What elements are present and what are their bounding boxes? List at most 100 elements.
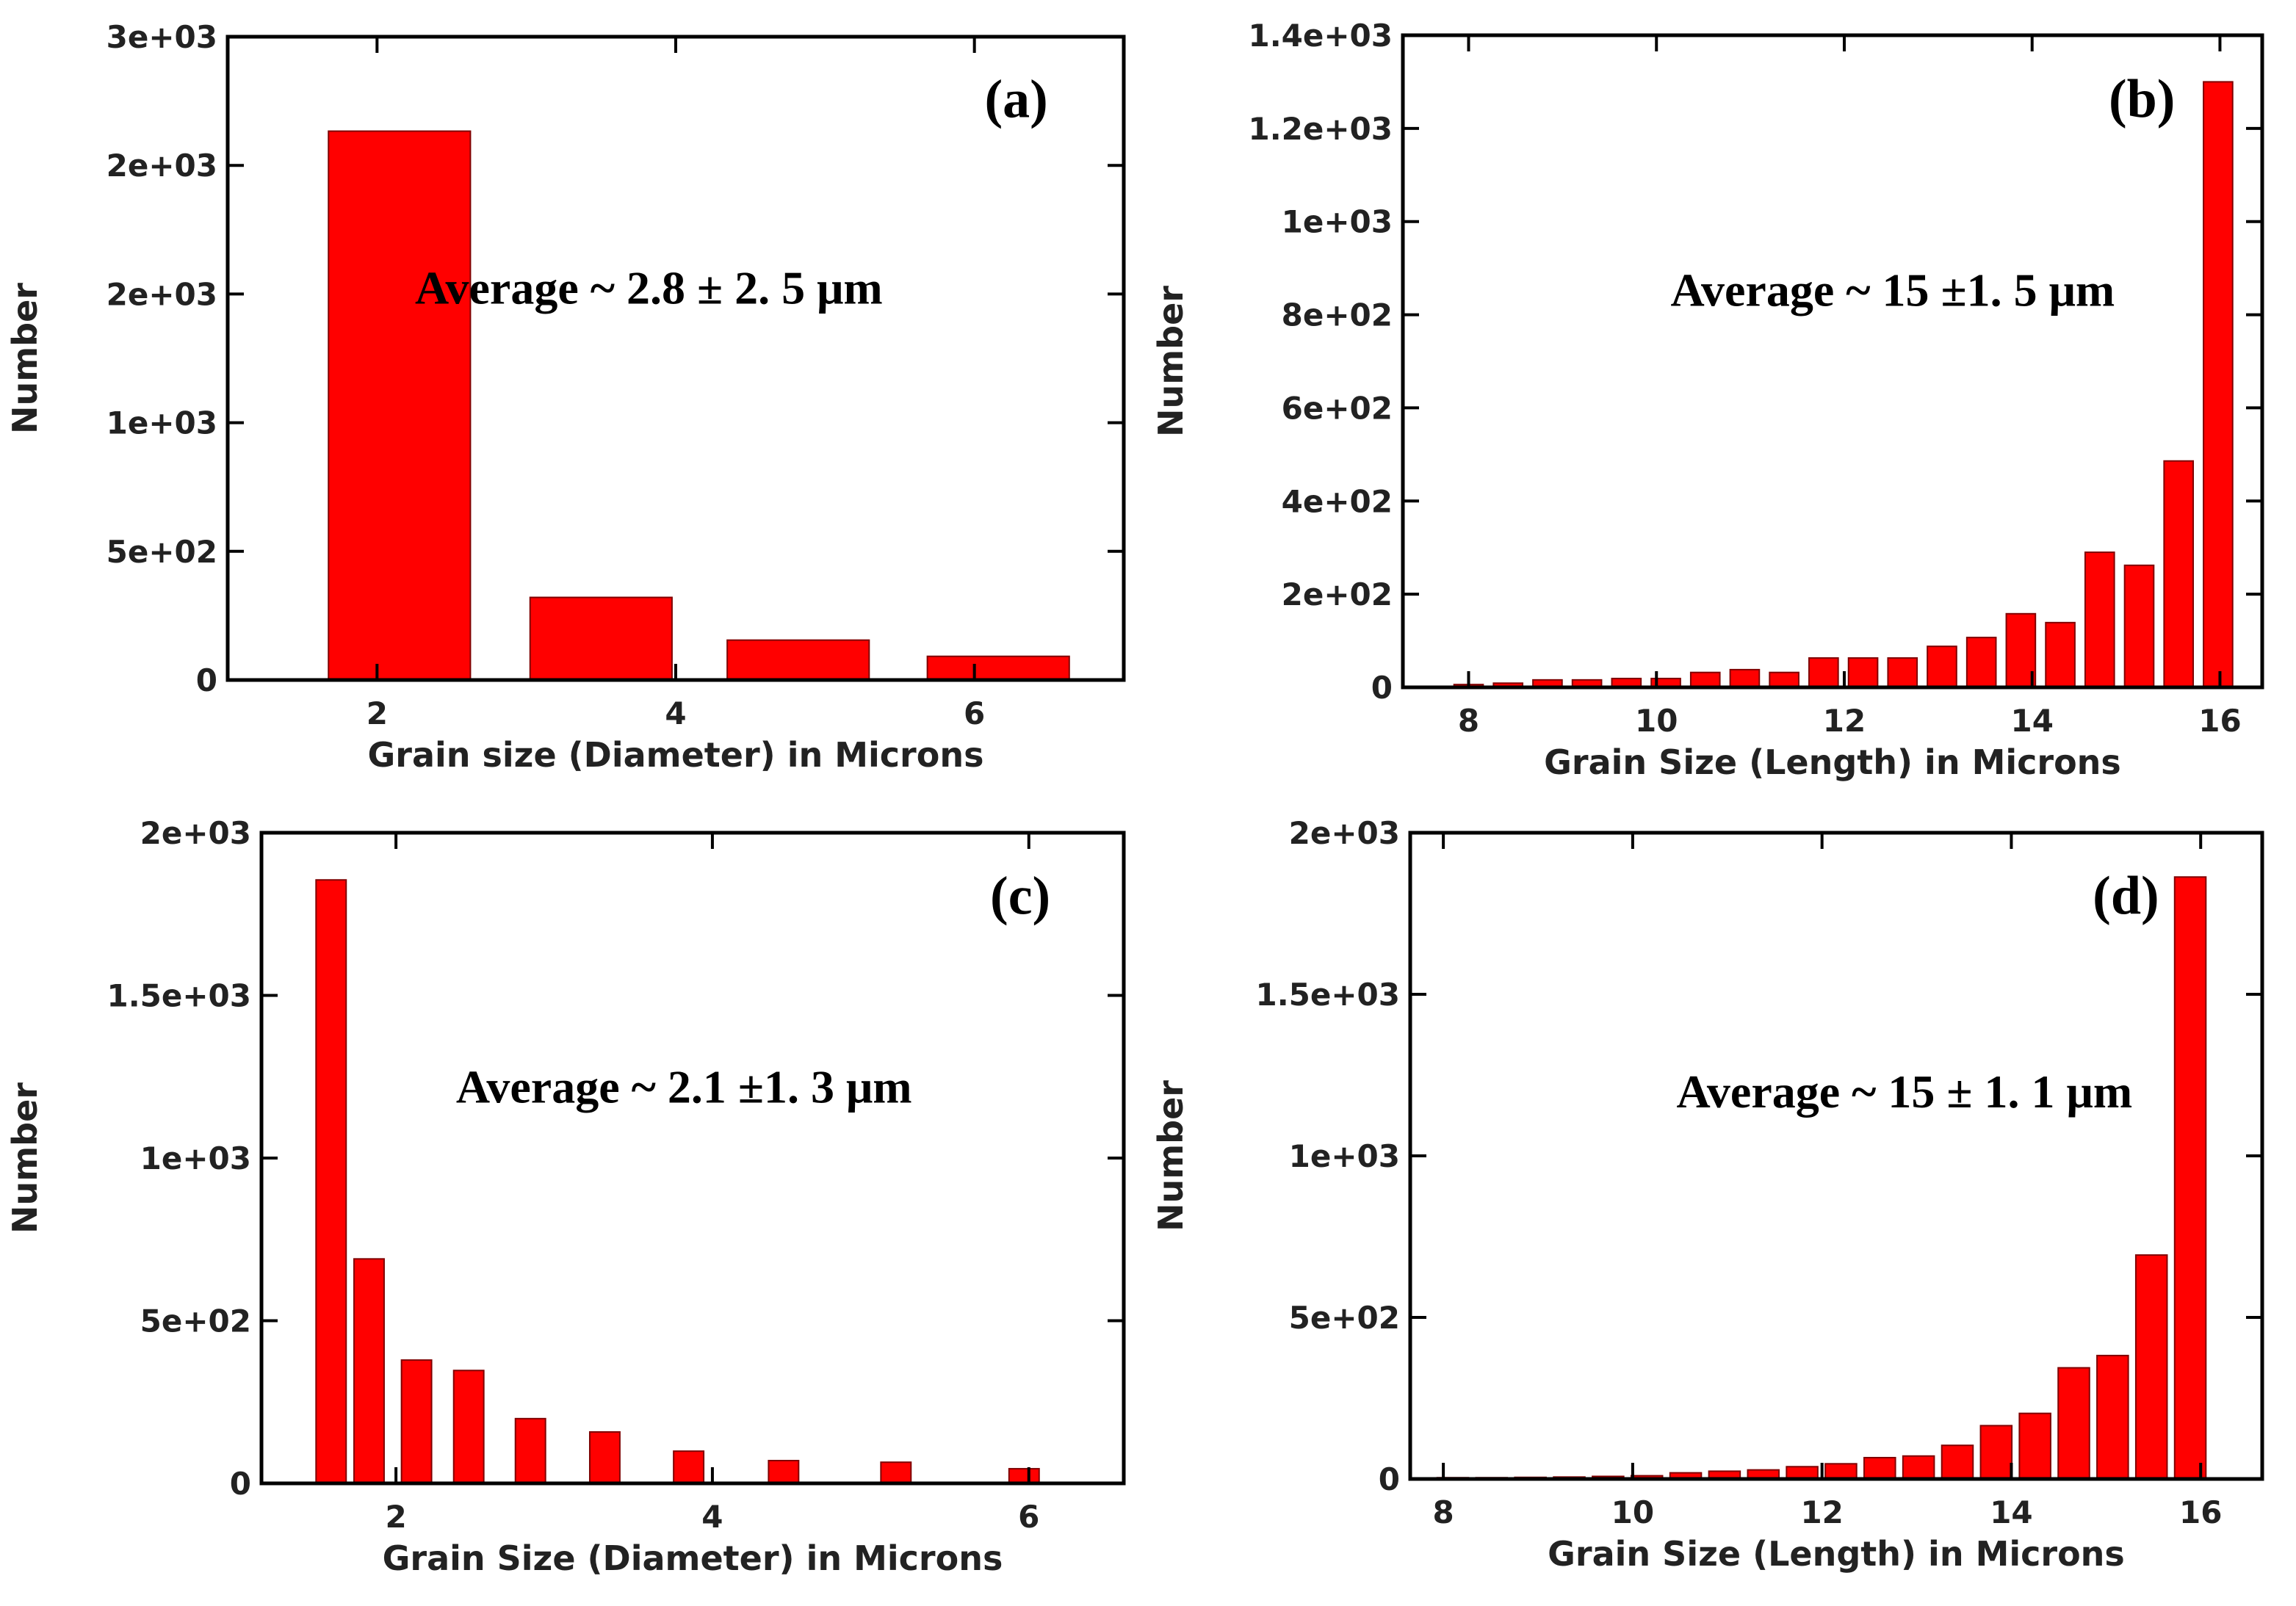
bar (1847, 657, 1879, 688)
y-axis-label: Number (1151, 286, 1191, 437)
bar (2096, 1354, 2129, 1480)
y-tick-label: 1e+03 (1282, 204, 1393, 240)
y-axis-label: Number (5, 1082, 45, 1234)
bar (1927, 645, 1957, 689)
bar (315, 879, 347, 1484)
bar (1863, 1456, 1896, 1480)
bar (2057, 1367, 2090, 1480)
bar (1008, 1468, 1040, 1484)
x-tick-label: 12 (1800, 1494, 1843, 1530)
x-tick-label: 8 (1432, 1494, 1454, 1530)
bar (588, 1431, 621, 1484)
x-tick-label: 2 (385, 1499, 406, 1535)
annotation: Average ~ 15 ± 1. 1 μm (1676, 1066, 2132, 1118)
x-tick-label: 14 (1990, 1494, 2032, 1530)
y-tick-label: 6e+02 (1282, 390, 1393, 426)
bar (726, 639, 870, 681)
y-tick-label: 0 (1371, 670, 1393, 706)
x-axis-label: Grain size (Diameter) in Microns (368, 735, 984, 775)
y-axis-label: Number (1151, 1080, 1191, 1231)
y-tick-label: 2e+02 (1282, 576, 1393, 612)
y-tick-label: 1e+03 (1289, 1138, 1400, 1174)
bar (880, 1461, 912, 1484)
x-tick-label: 4 (665, 695, 686, 731)
bar (1979, 1425, 2013, 1480)
y-tick-label: 0 (1379, 1461, 1400, 1497)
x-tick-label: 14 (2010, 703, 2053, 739)
y-tick-label: 1.5e+03 (1255, 977, 1400, 1013)
y-tick-label: 0 (196, 662, 217, 698)
annotation: Average ~ 2.1 ±1. 3 μm (456, 1061, 912, 1113)
y-tick-label: 3e+03 (107, 19, 217, 55)
bar (1786, 1466, 1819, 1480)
panel-label: (d) (2093, 866, 2159, 926)
y-tick-label: 5e+02 (1289, 1300, 1400, 1336)
y-tick-label: 1e+03 (107, 405, 217, 441)
bar (529, 596, 673, 681)
panel: 8 10 12 14 16 0 2e+02 4e+02 6e+02 8e+02 1e+03 1.2e+… (1151, 18, 2264, 782)
annotation: Average ~ 2.8 ± 2. 5 μm (415, 262, 883, 314)
x-tick-label: 12 (1823, 703, 1866, 739)
bar (926, 655, 1070, 681)
bar (2018, 1412, 2051, 1480)
plot-frame (1401, 33, 2264, 690)
bar (768, 1459, 800, 1484)
annotation: Average ~ 15 ±1. 5 μm (1671, 264, 2115, 316)
bar (2123, 564, 2155, 688)
plot-frame (1408, 831, 2264, 1481)
y-tick-label: 1.4e+03 (1248, 18, 1393, 54)
bar (2084, 551, 2115, 688)
bar (400, 1359, 433, 1485)
bar (1729, 668, 1761, 689)
x-tick-label: 8 (1458, 703, 1479, 739)
y-tick-label: 2e+03 (107, 276, 217, 312)
bar (514, 1417, 546, 1485)
y-tick-label: 2e+03 (1289, 815, 1400, 851)
y-tick-label: 5e+02 (140, 1303, 251, 1339)
bar (1824, 1463, 1858, 1480)
x-tick-label: 6 (1018, 1499, 1039, 1535)
y-tick-label: 1.2e+03 (1248, 111, 1393, 147)
panel: 2 4 6 0 5e+02 1e+03 2e+03 2e+03 3e+03 Grain size … (5, 19, 1126, 775)
bar (2203, 81, 2234, 688)
bar (1965, 637, 1997, 688)
y-tick-label: 2e+03 (107, 148, 217, 184)
panel: 8 10 12 14 16 0 5e+02 1e+03 1.5e+03 2e+03 Grain Si… (1151, 815, 2264, 1574)
x-tick-label: 16 (2198, 703, 2241, 739)
bar (2045, 621, 2076, 688)
bar (673, 1450, 705, 1484)
x-tick-label: 2 (367, 695, 388, 731)
panel-label: (b) (2109, 69, 2175, 129)
panel-label: (a) (984, 70, 1047, 130)
y-tick-label: 5e+02 (107, 534, 217, 570)
bar (1769, 671, 1799, 689)
x-axis-label: Grain Size (Length) in Microns (1544, 742, 2121, 782)
y-tick-label: 0 (230, 1466, 251, 1502)
bar (2163, 460, 2195, 688)
bar (328, 130, 472, 681)
y-tick-label: 2e+03 (140, 815, 251, 851)
y-axis-label: Number (5, 283, 45, 434)
x-tick-label: 6 (964, 695, 985, 731)
y-tick-label: 4e+02 (1282, 483, 1393, 519)
bar (2005, 612, 2037, 688)
x-tick-label: 4 (701, 1499, 723, 1535)
x-tick-label: 16 (2179, 1494, 2222, 1530)
plot-frame (259, 831, 1126, 1486)
y-tick-label: 8e+02 (1282, 297, 1393, 333)
x-tick-label: 10 (1611, 1494, 1654, 1530)
bar (1808, 657, 1839, 688)
x-axis-label: Grain Size (Length) in Microns (1548, 1534, 2125, 1574)
bar (2173, 876, 2207, 1480)
panel-label: (c) (990, 867, 1050, 927)
bar (1941, 1444, 1974, 1480)
y-tick-label: 1e+03 (140, 1140, 251, 1176)
bar (1902, 1455, 1935, 1480)
bar (1887, 657, 1918, 688)
bar (2134, 1254, 2168, 1480)
x-axis-label: Grain Size (Diameter) in Microns (383, 1538, 1003, 1578)
bar (1689, 671, 1721, 689)
panel: 2 4 6 0 5e+02 1e+03 1.5e+03 2e+03 Grain Size (Di… (5, 815, 1126, 1578)
x-tick-label: 10 (1635, 703, 1678, 739)
